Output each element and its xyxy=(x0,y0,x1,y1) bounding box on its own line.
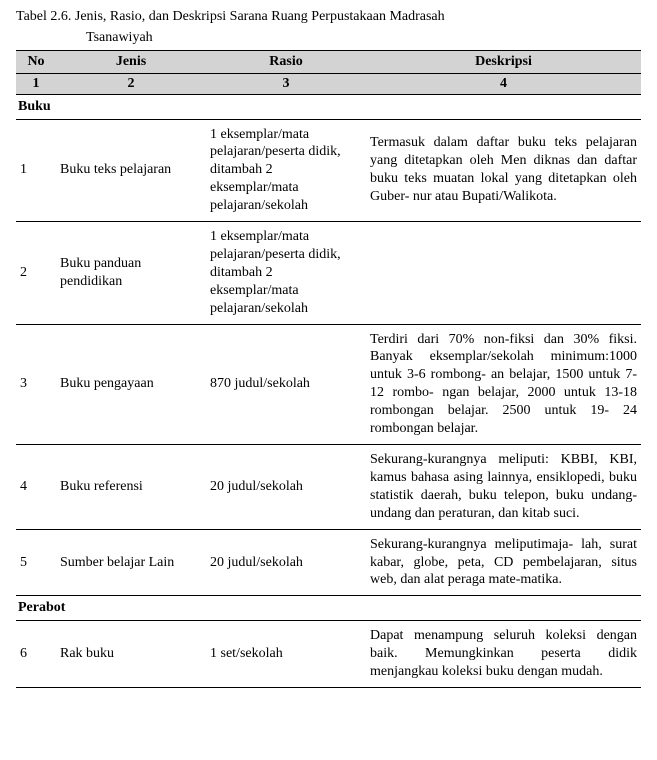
cell-no: 5 xyxy=(16,529,56,596)
cell-rasio: 20 judul/sekolah xyxy=(206,445,366,530)
subhead-2: 2 xyxy=(56,73,206,94)
subhead-3: 3 xyxy=(206,73,366,94)
cell-desk: Terdiri dari 70% non-fiksi dan 30% fiksi… xyxy=(366,324,641,444)
section-perabot: Perabot xyxy=(16,596,641,621)
cell-rasio: 1 eksemplar/mata pelajaran/peserta didik… xyxy=(206,222,366,325)
cell-no: 3 xyxy=(16,324,56,444)
subhead-1: 1 xyxy=(16,73,56,94)
cell-desk: Dapat menampung seluruh koleksi dengan b… xyxy=(366,621,641,688)
cell-no: 1 xyxy=(16,119,56,222)
cell-jenis: Sumber belajar Lain xyxy=(56,529,206,596)
section-buku: Buku xyxy=(16,94,641,119)
cell-rasio: 1 eksemplar/mata pelajaran/peserta didik… xyxy=(206,119,366,222)
subhead-4: 4 xyxy=(366,73,641,94)
header-row: No Jenis Rasio Deskripsi xyxy=(16,50,641,73)
cell-rasio: 1 set/sekolah xyxy=(206,621,366,688)
cell-desk xyxy=(366,222,641,325)
cell-no: 6 xyxy=(16,621,56,688)
cell-jenis: Buku referensi xyxy=(56,445,206,530)
cell-desk: Sekurang-kurangnya meliputimaja- lah, su… xyxy=(366,529,641,596)
col-rasio: Rasio xyxy=(206,50,366,73)
table-caption-line2: Tsanawiyah xyxy=(16,29,641,48)
cell-jenis: Buku panduan pendidikan xyxy=(56,222,206,325)
section-perabot-label: Perabot xyxy=(16,596,641,621)
table-row: 5 Sumber belajar Lain 20 judul/sekolah S… xyxy=(16,529,641,596)
col-jenis: Jenis xyxy=(56,50,206,73)
table-row: 3 Buku pengayaan 870 judul/sekolah Terdi… xyxy=(16,324,641,444)
col-deskripsi: Deskripsi xyxy=(366,50,641,73)
cell-no: 2 xyxy=(16,222,56,325)
cell-jenis: Buku pengayaan xyxy=(56,324,206,444)
table-row: 4 Buku referensi 20 judul/sekolah Sekura… xyxy=(16,445,641,530)
cell-no: 4 xyxy=(16,445,56,530)
cell-jenis: Rak buku xyxy=(56,621,206,688)
sarana-table: No Jenis Rasio Deskripsi 1 2 3 4 Buku 1 … xyxy=(16,50,641,688)
table-row: 1 Buku teks pelajaran 1 eksemplar/mata p… xyxy=(16,119,641,222)
table-row: 2 Buku panduan pendidikan 1 eksemplar/ma… xyxy=(16,222,641,325)
subheader-row: 1 2 3 4 xyxy=(16,73,641,94)
table-row: 6 Rak buku 1 set/sekolah Dapat menampung… xyxy=(16,621,641,688)
cell-desk: Termasuk dalam daftar buku teks pelajara… xyxy=(366,119,641,222)
cell-rasio: 20 judul/sekolah xyxy=(206,529,366,596)
table-caption-line1: Tabel 2.6. Jenis, Rasio, dan Deskripsi S… xyxy=(16,8,641,27)
section-buku-label: Buku xyxy=(16,94,641,119)
cell-desk: Sekurang-kurangnya meliputi: KBBI, KBI, … xyxy=(366,445,641,530)
col-no: No xyxy=(16,50,56,73)
cell-rasio: 870 judul/sekolah xyxy=(206,324,366,444)
cell-jenis: Buku teks pelajaran xyxy=(56,119,206,222)
